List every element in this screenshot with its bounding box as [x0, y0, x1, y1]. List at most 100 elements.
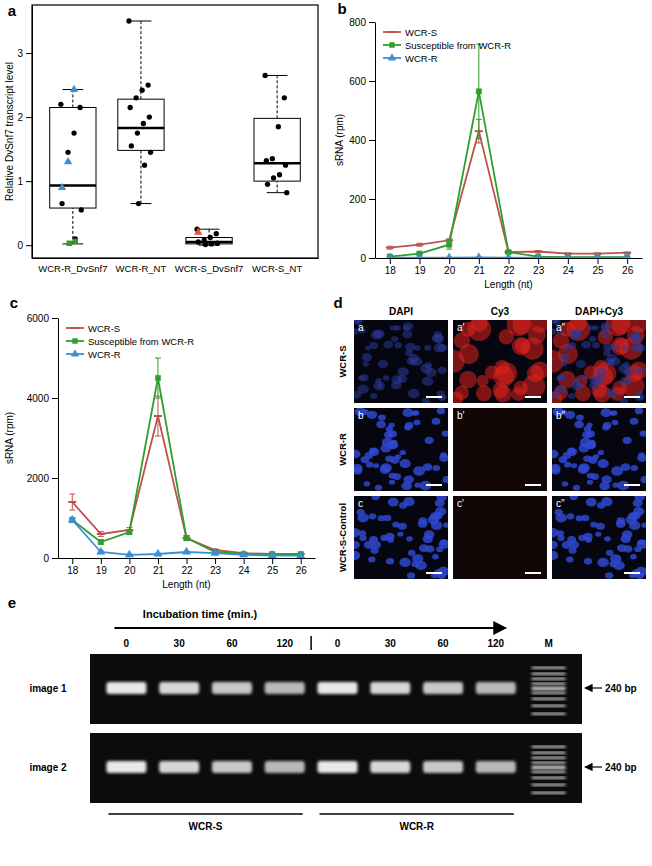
legend-marker	[388, 31, 396, 33]
lane-label: 30	[385, 638, 397, 649]
data-point	[215, 241, 220, 246]
tick: 23	[533, 258, 545, 276]
data-point	[415, 253, 423, 258]
data-point	[476, 89, 481, 94]
tick-label: 4000	[27, 393, 50, 404]
tick: 600	[349, 76, 375, 87]
error-bar	[535, 251, 541, 253]
lane-label: 0	[124, 638, 130, 649]
tick-mark	[568, 258, 569, 264]
tick: WCR-R_NT	[116, 258, 167, 274]
tick: WCR-R_DvSnf7	[38, 258, 107, 274]
tick: 0	[17, 240, 32, 251]
whisker-cap	[131, 21, 152, 22]
legend: WCR-SSusceptible from WCR-RWCR-R	[383, 27, 511, 64]
tick-mark	[449, 258, 450, 264]
gel-image	[90, 733, 582, 803]
data-point	[64, 157, 72, 164]
image-label: image 2	[29, 762, 67, 773]
scale-bar	[525, 484, 541, 486]
data-point	[127, 529, 132, 534]
whisker	[72, 90, 73, 108]
data-point	[240, 550, 248, 557]
data-point	[208, 235, 213, 240]
axis-line	[33, 258, 319, 259]
tick-label: 0	[360, 253, 366, 264]
tick-label: 1	[17, 176, 23, 187]
data-point	[276, 124, 281, 129]
data-point	[184, 535, 189, 540]
tick: 6000	[27, 313, 58, 324]
column-header: Cy3	[491, 306, 510, 317]
panel-sublabel: b	[358, 410, 364, 421]
error-bar	[126, 530, 132, 535]
data-point	[70, 85, 78, 92]
axis-title: Length (nt)	[162, 579, 210, 590]
series-line	[390, 131, 627, 253]
data-point	[97, 533, 105, 535]
plot-frame	[32, 5, 318, 258]
data-point	[564, 253, 572, 258]
error-bar	[184, 536, 190, 541]
data-point	[68, 501, 76, 503]
legend-label: WCR-S	[88, 323, 120, 334]
tick: 19	[414, 258, 426, 276]
micrograph	[354, 496, 448, 579]
data-point	[148, 150, 153, 155]
data-point	[58, 183, 66, 190]
panel-sublabel: a	[358, 322, 364, 333]
tick-mark	[26, 181, 32, 182]
column-header: DAPI	[389, 306, 413, 317]
data-point	[262, 73, 267, 78]
plot-area	[68, 358, 304, 558]
lane-label: 30	[174, 638, 186, 649]
whisker	[277, 181, 278, 193]
group-label: WCR-R	[399, 821, 434, 832]
tick-label: 800	[349, 17, 366, 28]
legend-label: Susceptible from WCR-R	[405, 40, 511, 51]
tick: 18	[385, 258, 397, 276]
lane-label: M	[544, 638, 552, 649]
micrograph	[354, 320, 448, 403]
legend-entry: Susceptible from WCR-R	[66, 336, 194, 347]
panel-label: c	[10, 294, 18, 311]
data-point	[126, 18, 131, 23]
error-bar	[155, 358, 161, 398]
column-header: DAPI+Cy3	[575, 306, 624, 317]
legend-marker	[390, 43, 395, 48]
tick-label: 26	[296, 565, 308, 576]
data-point	[125, 550, 133, 557]
data-point	[182, 547, 190, 554]
tick-label: 3	[17, 48, 23, 59]
legend-label: WCR-S	[405, 27, 437, 38]
tick-label: WCR-S_DvSnf7	[175, 263, 244, 274]
axis-title: Relative DvSnf7 transcript level	[4, 62, 15, 201]
micrograph	[453, 408, 547, 491]
axis: 0200040006000	[27, 313, 59, 564]
tick-label: 22	[503, 265, 515, 276]
axis-title: sRNA (rpm)	[334, 114, 345, 166]
scale-bar	[624, 572, 640, 574]
panel-a: a0123WCR-R_DvSnf7WCR-R_NTWCR-S_DvSnf7WCR…	[4, 2, 319, 274]
data-point	[282, 95, 287, 100]
tick-mark	[369, 199, 375, 200]
tick: 23	[210, 558, 222, 576]
axis-title: Length (nt)	[484, 279, 532, 290]
arrow	[585, 766, 602, 767]
tick: 3	[17, 48, 32, 59]
data-point	[268, 551, 276, 558]
data-point	[534, 251, 542, 253]
tick: 1	[17, 176, 32, 187]
scale-bar	[624, 396, 640, 398]
plot-area	[386, 44, 631, 258]
tick: 0	[360, 253, 375, 264]
band-label: 240 bp	[605, 762, 637, 773]
tick-mark	[272, 558, 273, 564]
data-point	[194, 228, 202, 235]
group-line	[320, 813, 514, 815]
data-point	[534, 253, 542, 258]
tick: 25	[592, 258, 604, 276]
data-point	[142, 162, 147, 167]
tick-label: 2	[17, 112, 23, 123]
scale-bar	[426, 396, 442, 398]
